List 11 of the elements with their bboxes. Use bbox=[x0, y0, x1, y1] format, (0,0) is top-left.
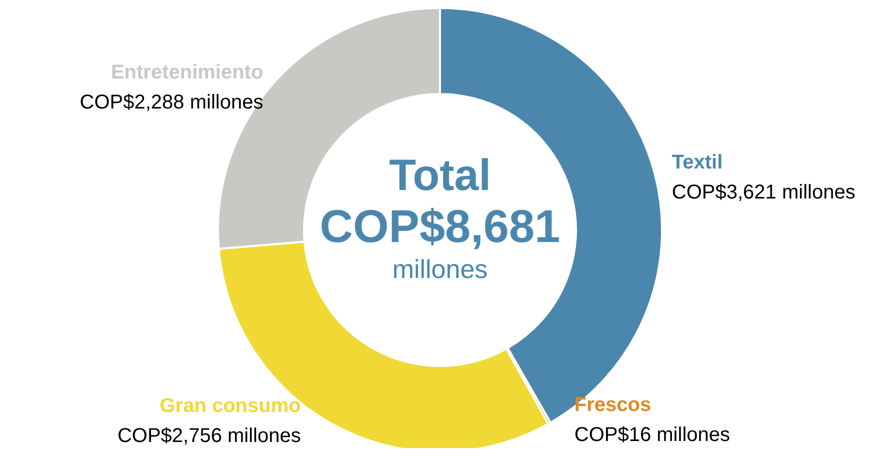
text: millones bbox=[392, 254, 488, 284]
slice-label: Textil bbox=[672, 152, 723, 174]
slice-label: Gran consumo bbox=[160, 395, 301, 417]
data-label: COP$2,288 millones bbox=[80, 92, 264, 114]
data-label: COP$3,621 millones bbox=[672, 182, 856, 204]
text: COP$8,681 bbox=[320, 200, 560, 252]
slice-label: Frescos bbox=[574, 394, 652, 416]
data-label: COP$2,756 millones bbox=[117, 425, 301, 447]
text: Total bbox=[389, 151, 491, 200]
data-label: COP$16 millones bbox=[574, 424, 730, 446]
slice-label: Entretenimiento bbox=[110, 62, 264, 84]
